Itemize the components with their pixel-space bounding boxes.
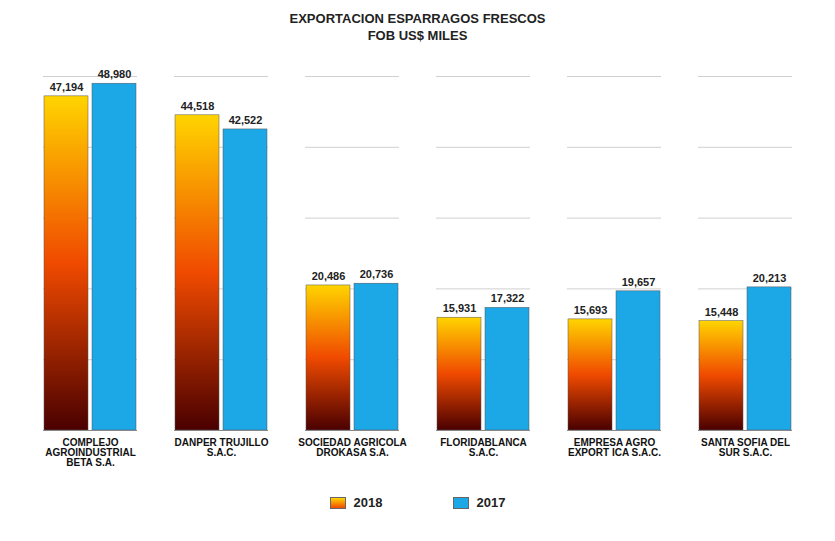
svg-text:20,486: 20,486 [312, 270, 346, 282]
svg-text:SOCIEDAD AGRICOLADROKASA S.A.: SOCIEDAD AGRICOLADROKASA S.A. [298, 437, 407, 458]
svg-text:COMPLEJOAGROINDUSTRIALBETA S.A: COMPLEJOAGROINDUSTRIALBETA S.A. [45, 437, 136, 468]
svg-text:FLORIDABLANCAS.A.C.: FLORIDABLANCAS.A.C. [440, 437, 527, 458]
svg-text:42,522: 42,522 [229, 114, 263, 126]
html-text:FOB US$ MILES: FOB US$ MILES [367, 28, 468, 43]
html-text:2017: 2017 [476, 494, 506, 510]
svg-text:48,980: 48,980 [98, 68, 132, 80]
svg-text:EMPRESA AGROEXPORT ICA S.A.C.: EMPRESA AGROEXPORT ICA S.A.C. [568, 437, 661, 458]
svg-text:20,213: 20,213 [753, 272, 787, 284]
html-text:2018: 2018 [353, 494, 383, 510]
svg-text:20,736: 20,736 [360, 268, 394, 280]
svg-text:DANPER TRUJILLOS.A.C.: DANPER TRUJILLOS.A.C. [175, 437, 269, 458]
svg-text:47,194: 47,194 [50, 81, 85, 93]
svg-text:44,518: 44,518 [181, 100, 215, 112]
html-text:EXPORTACION ESPARRAGOS FRESCOS: EXPORTACION ESPARRAGOS FRESCOS [289, 11, 546, 26]
svg-text:19,657: 19,657 [622, 276, 656, 288]
svg-text:15,693: 15,693 [574, 304, 608, 316]
svg-text:15,448: 15,448 [705, 306, 739, 318]
svg-text:SANTA SOFIA DELSUR S.A.C.: SANTA SOFIA DELSUR S.A.C. [701, 437, 790, 458]
svg-text:15,931: 15,931 [443, 302, 477, 314]
svg-text:17,322: 17,322 [491, 292, 525, 304]
